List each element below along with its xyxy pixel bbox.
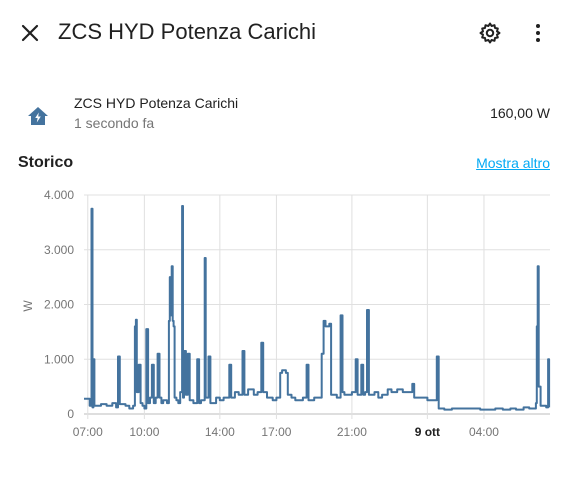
y-tick-label: 2.000 [44,298,74,312]
y-tick-label: 1.000 [44,352,74,366]
x-tick-label: 21:00 [337,425,367,439]
chart-grid [84,194,550,419]
x-tick-label: 17:00 [261,425,291,439]
y-tick-label: 4.000 [44,188,74,202]
gear-icon [479,22,501,44]
dialog-title: ZCS HYD Potenza Carichi [58,19,316,44]
close-button[interactable] [14,17,46,49]
more-options-button[interactable] [522,17,554,49]
dialog-header: ZCS HYD Potenza Carichi [0,0,566,66]
x-axis-ticks: 07:00 10:00 14:00 17:00 21:00 9 ott 04:00 [73,425,500,439]
close-icon [21,24,39,42]
entity-row[interactable]: ZCS HYD Potenza Carichi 1 secondo fa 160… [0,88,566,138]
y-tick-label: 3.000 [44,243,74,257]
history-title: Storico [18,154,74,171]
entity-name: ZCS HYD Potenza Carichi [74,95,239,111]
x-tick-label: 10:00 [129,425,159,439]
x-tick-label: 07:00 [73,425,103,439]
history-chart: 0 1.000 2.000 3.000 4.000 07:00 10:00 14:00 17:… [21,188,551,439]
dialog-bottom [0,460,566,477]
chart-series [84,205,551,411]
x-tick-label: 04:00 [469,425,499,439]
entity-last-changed: 1 secondo fa [74,115,155,131]
y-tick-label: 0 [67,407,74,421]
y-axis-label: W [21,300,35,312]
series-line [84,205,551,411]
settings-button[interactable] [474,17,506,49]
x-tick-label: 14:00 [205,425,235,439]
x-tick-label: 9 ott [415,425,440,439]
entity-state: 160,00 W [490,105,550,121]
more-vertical-icon [536,24,540,42]
home-lightning-icon [24,102,52,130]
y-axis-ticks: 0 1.000 2.000 3.000 4.000 [44,188,74,421]
show-more-link[interactable]: Mostra altro [476,155,550,171]
